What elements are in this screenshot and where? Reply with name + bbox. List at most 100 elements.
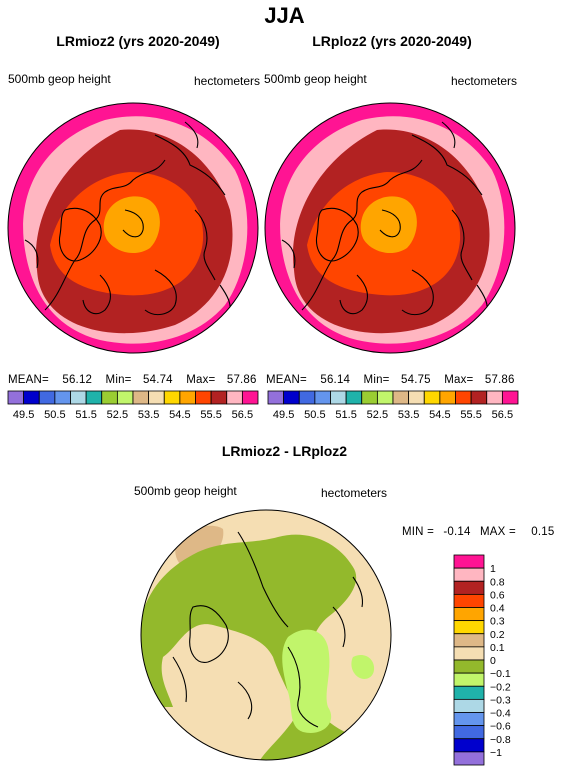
colorbar-label: 55.5: [200, 409, 221, 421]
stat-max-value: 57.86: [484, 374, 515, 386]
colorbar-swatch: [330, 390, 347, 405]
colorbar-label: 0.3: [490, 616, 505, 628]
stat-mean-label: MEAN=: [8, 374, 49, 386]
panel-right-variable: 500mb geop height: [264, 72, 367, 86]
colorbar-swatch: [210, 390, 228, 405]
colorbar-swatch: [226, 390, 243, 405]
colorbar-swatch: [455, 390, 472, 405]
colorbar-label: 56.5: [492, 409, 513, 421]
colorbar-swatch: [453, 554, 485, 569]
colorbar-label: 55.5: [460, 409, 481, 421]
diff-min-value: -0.14: [443, 526, 471, 538]
panel-left-title: LRmioz2 (yrs 2020-2049): [56, 33, 220, 49]
diff-variable: 500mb geop height: [134, 484, 237, 498]
colorbar-swatch: [423, 390, 441, 405]
stat-mean-label: MEAN=: [266, 374, 307, 386]
colorbar-swatch: [439, 390, 456, 405]
stat-max-value: 57.86: [226, 374, 257, 386]
colorbar-swatch: [85, 390, 103, 405]
colorbar-label: 0: [490, 655, 496, 667]
stat-min-value: 54.74: [143, 374, 173, 386]
diff-min-label: MIN =: [402, 526, 434, 538]
colorbar-swatch: [23, 390, 40, 405]
map-right-coastlines: [281, 121, 488, 316]
colorbar-swatch: [501, 390, 519, 405]
colorbar-label: 0.4: [490, 603, 505, 615]
colorbar-left: 49.5 50.5 51.5 52.5 53.5 54.5 55.5 56.5: [7, 390, 259, 421]
diff-units: hectometers: [321, 486, 388, 500]
map-right-ring5: [360, 196, 417, 254]
colorbar-swatch: [116, 390, 134, 405]
colorbar-swatch: [132, 390, 150, 405]
colorbar-label: 52.5: [107, 409, 128, 421]
panel-left-stats: MEAN= 56.12 Min= 54.74 Max= 57.86: [8, 374, 264, 386]
colorbar-swatch: [453, 633, 485, 648]
map-diff-coastlines: [172, 531, 364, 728]
map-right: [264, 102, 516, 354]
colorbar-swatch: [453, 712, 485, 727]
stat-min-label: Min=: [105, 374, 132, 386]
colorbar-swatch: [361, 390, 378, 405]
map-left-coastlines: [24, 121, 231, 316]
diff-max-label: MAX =: [480, 526, 516, 538]
colorbar-swatch: [70, 390, 87, 405]
colorbar-swatch: [283, 390, 300, 405]
colorbar-label: 0.8: [490, 576, 505, 588]
colorbar-swatch: [298, 390, 316, 405]
panel-left-units: hectometers: [194, 74, 261, 88]
colorbar-label: 49.5: [13, 409, 34, 421]
colorbar-swatch: [101, 390, 118, 405]
colorbar-diff: 10.80.6 0.40.30.20.10−0.1−0.2−0.3 −0.4−0.6…: [453, 554, 511, 766]
stat-min-label: Min=: [363, 374, 390, 386]
colorbar-swatch: [163, 390, 181, 405]
colorbar-swatch: [453, 567, 485, 582]
stat-max-label: Max=: [444, 374, 474, 386]
diff-minmax: MIN = -0.14 MAX = 0.15: [402, 526, 554, 538]
colorbar-label: −0.2: [490, 681, 511, 693]
colorbar-label: −1: [490, 747, 502, 759]
colorbar-label: 53.5: [138, 409, 159, 421]
colorbar-label: −0.4: [490, 708, 511, 720]
colorbar-label: 56.5: [232, 409, 253, 421]
colorbar-swatch: [453, 580, 485, 595]
colorbar-swatch: [453, 620, 485, 635]
colorbar-swatch: [54, 390, 71, 405]
stat-mean-value: 56.14: [320, 374, 351, 386]
colorbar-label: 53.5: [398, 409, 419, 421]
colorbar-swatch: [376, 390, 394, 405]
colorbar-swatch: [195, 390, 212, 405]
map-diff-neg2-region: [282, 629, 332, 733]
colorbar-swatch: [453, 646, 485, 661]
map-diff-neg2-patch: [351, 655, 375, 679]
map-left-ring5: [103, 196, 160, 254]
colorbar-label: 50.5: [44, 409, 65, 421]
stat-min-value: 54.75: [401, 374, 431, 386]
panel-left-variable: 500mb geop height: [8, 72, 111, 86]
colorbar-label: 51.5: [75, 409, 96, 421]
colorbar-label: 50.5: [304, 409, 325, 421]
colorbar-swatch: [392, 390, 410, 405]
colorbar-label: 0.2: [490, 629, 505, 641]
colorbar-swatch: [453, 593, 485, 608]
colorbar-label: −0.6: [490, 721, 511, 733]
map-diff: [140, 509, 392, 761]
colorbar-swatch: [453, 738, 485, 753]
colorbar-label: 0.6: [490, 589, 505, 601]
map-diff-neg-region: [141, 534, 391, 760]
panel-right-units: hectometers: [451, 74, 518, 88]
colorbar-label: 51.5: [335, 409, 356, 421]
colorbar-swatch: [7, 390, 25, 405]
colorbar-label: −0.3: [490, 694, 511, 706]
page-title: JJA: [264, 3, 305, 28]
panel-right-stats: MEAN= 56.14 Min= 54.75 Max= 57.86: [266, 374, 522, 386]
colorbar-label: 54.5: [429, 409, 450, 421]
colorbar-swatch: [267, 390, 285, 405]
colorbar-label: −0.1: [490, 668, 511, 680]
colorbar-swatch: [345, 390, 363, 405]
panel-right-title: LRploz2 (yrs 2020-2049): [312, 33, 472, 49]
colorbar-swatch: [408, 390, 425, 405]
colorbar-label: 52.5: [367, 409, 388, 421]
colorbar-swatch: [453, 659, 485, 674]
colorbar-swatch: [148, 390, 165, 405]
colorbar-swatch: [470, 390, 488, 405]
